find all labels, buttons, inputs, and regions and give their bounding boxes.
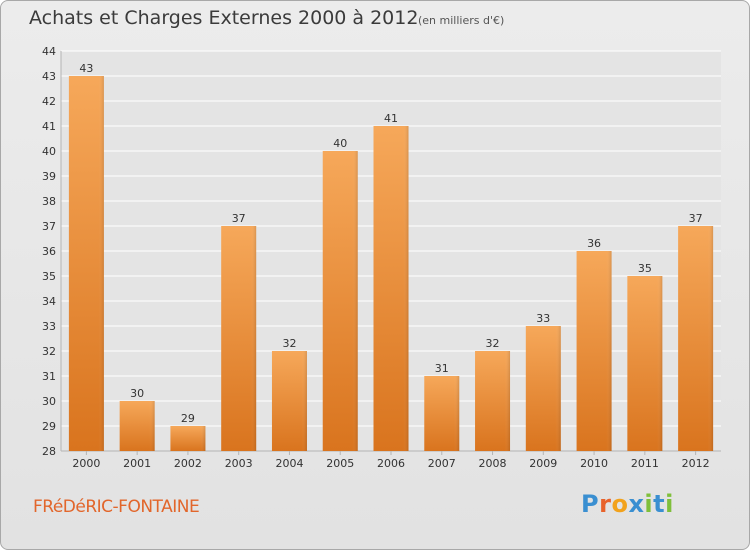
commune-name: FRéDéRIC-FONTAINE <box>33 497 200 517</box>
bar-value-label: 36 <box>587 237 601 250</box>
bar-shade <box>221 226 257 451</box>
y-tick-label: 35 <box>42 270 56 283</box>
x-tick-label: 2008 <box>479 457 507 470</box>
bar-shade <box>678 226 714 451</box>
logo-letter: t <box>653 490 666 518</box>
y-tick-label: 36 <box>42 245 56 258</box>
bar-value-label: 32 <box>282 337 296 350</box>
bar-value-label: 29 <box>181 412 195 425</box>
y-tick-label: 40 <box>42 145 56 158</box>
x-tick-label: 2005 <box>326 457 354 470</box>
chart-subtitle: (en milliers d'€) <box>418 14 505 27</box>
y-tick-label: 32 <box>42 345 56 358</box>
bar-value-label: 40 <box>333 137 347 150</box>
bar-value-label: 43 <box>79 62 93 75</box>
x-tick-label: 2006 <box>377 457 405 470</box>
bar-value-label: 41 <box>384 112 398 125</box>
bar-shade <box>576 251 612 451</box>
x-tick-label: 2002 <box>174 457 202 470</box>
x-tick-label: 2009 <box>529 457 557 470</box>
bar-shade <box>475 351 511 451</box>
bar-value-label: 33 <box>536 312 550 325</box>
bar-value-label: 32 <box>486 337 500 350</box>
bar-value-label: 35 <box>638 262 652 275</box>
y-tick-label: 29 <box>42 420 56 433</box>
y-tick-label: 33 <box>42 320 56 333</box>
y-tick-label: 28 <box>42 445 56 458</box>
y-tick-label: 31 <box>42 370 56 383</box>
logo-letter: P <box>581 490 600 518</box>
y-tick-label: 37 <box>42 220 56 233</box>
bar-shade <box>170 426 206 451</box>
x-tick-label: 2001 <box>123 457 151 470</box>
y-tick-label: 43 <box>42 70 56 83</box>
axis-layer: 28 29 30 31 32 33 34 35 36 37 38 39 40 41 42 43 44 2000 20… <box>42 45 721 470</box>
logo-letter: i <box>644 490 654 518</box>
x-tick-label: 2010 <box>580 457 608 470</box>
bar-shade <box>424 376 460 451</box>
bar-shade <box>373 126 409 451</box>
x-tick-label: 2003 <box>225 457 253 470</box>
y-tick-label: 42 <box>42 95 56 108</box>
logo-letter: r <box>599 490 612 518</box>
chart-title: Achats et Charges Externes 2000 à 2012 <box>29 7 419 29</box>
bar-value-label: 31 <box>435 362 449 375</box>
bar-shade <box>119 401 155 451</box>
logo-letter: i <box>665 490 674 518</box>
logo-letter: x <box>628 490 645 518</box>
y-tick-label: 44 <box>42 45 56 58</box>
bar-value-label: 30 <box>130 387 144 400</box>
logo-letter: o <box>611 490 629 518</box>
bar-value-label: 37 <box>689 212 703 225</box>
y-tick-label: 38 <box>42 195 56 208</box>
y-tick-label: 30 <box>42 395 56 408</box>
y-tick-label: 34 <box>42 295 56 308</box>
x-tick-label: 2000 <box>72 457 100 470</box>
bar-shade <box>525 326 561 451</box>
x-tick-label: 2004 <box>275 457 303 470</box>
bar-shade <box>627 276 663 451</box>
bar-layer <box>68 76 714 451</box>
x-tick-label: 2007 <box>428 457 456 470</box>
bar-value-label: 37 <box>232 212 246 225</box>
y-tick-label: 39 <box>42 170 56 183</box>
proxiti-logo: Proxiti <box>581 490 674 518</box>
bar-shade <box>322 151 358 451</box>
bar-shade <box>271 351 307 451</box>
y-tick-label: 41 <box>42 120 56 133</box>
bar-shade <box>68 76 104 451</box>
x-tick-label: 2012 <box>682 457 710 470</box>
x-tick-label: 2011 <box>631 457 659 470</box>
label-layer: 43 30 29 37 32 40 41 31 32 33 36 35 37 <box>79 62 702 425</box>
